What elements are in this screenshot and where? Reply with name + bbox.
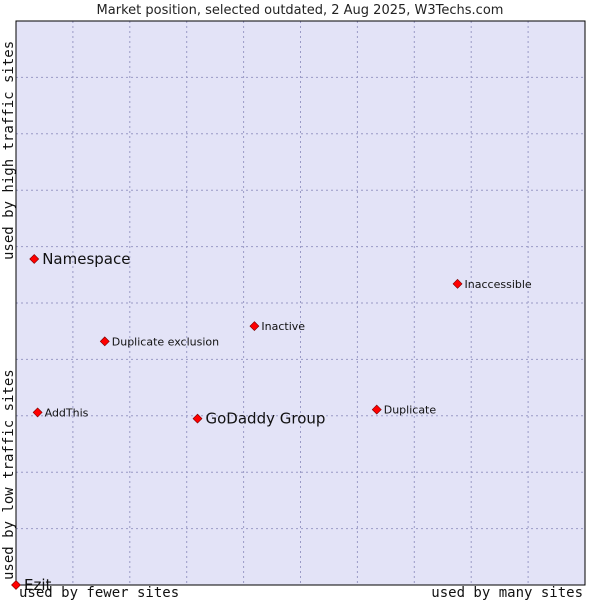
- data-point-addthis[interactable]: AddThis: [32, 406, 89, 419]
- data-point-duplicate-exclusion[interactable]: Duplicate exclusion: [99, 335, 219, 348]
- point-label: Duplicate exclusion: [112, 335, 219, 348]
- point-label: Duplicate: [384, 404, 437, 417]
- point-label: Ezit: [24, 576, 52, 594]
- point-label: Namespace: [42, 250, 130, 268]
- y-axis-label-bottom: used by low traffic sites: [1, 369, 17, 580]
- data-point-inactive[interactable]: Inactive: [249, 320, 305, 333]
- data-point-duplicate[interactable]: Duplicate: [371, 404, 437, 417]
- point-marker[interactable]: [249, 321, 260, 332]
- point-label: AddThis: [45, 406, 89, 419]
- point-marker[interactable]: [452, 278, 463, 289]
- point-label: Inactive: [261, 320, 305, 333]
- data-point-namespace[interactable]: Namespace: [29, 250, 131, 268]
- point-marker[interactable]: [192, 413, 203, 424]
- data-point-godaddy-group[interactable]: GoDaddy Group: [192, 410, 326, 428]
- grid: [16, 21, 585, 585]
- y-axis-label-top: used by high traffic sites: [1, 41, 17, 260]
- point-marker[interactable]: [371, 404, 382, 415]
- point-label: GoDaddy Group: [206, 410, 326, 428]
- x-axis-label-left: used by fewer sites: [19, 585, 179, 600]
- point-marker[interactable]: [29, 254, 40, 264]
- x-axis-label-right: used by many sites: [431, 585, 583, 600]
- data-point-ezit[interactable]: Ezit: [11, 576, 52, 594]
- point-marker[interactable]: [99, 336, 110, 347]
- point-marker[interactable]: [11, 580, 21, 590]
- point-label: Inaccessible: [465, 278, 532, 291]
- data-point-inaccessible[interactable]: Inaccessible: [452, 278, 532, 291]
- point-marker[interactable]: [32, 407, 43, 418]
- plot-frame: [15, 20, 586, 586]
- chart-title: Market position, selected outdated, 2 Au…: [97, 3, 504, 18]
- data-points: Namespace Inaccessible Inactive Duplicate e…: [11, 250, 532, 594]
